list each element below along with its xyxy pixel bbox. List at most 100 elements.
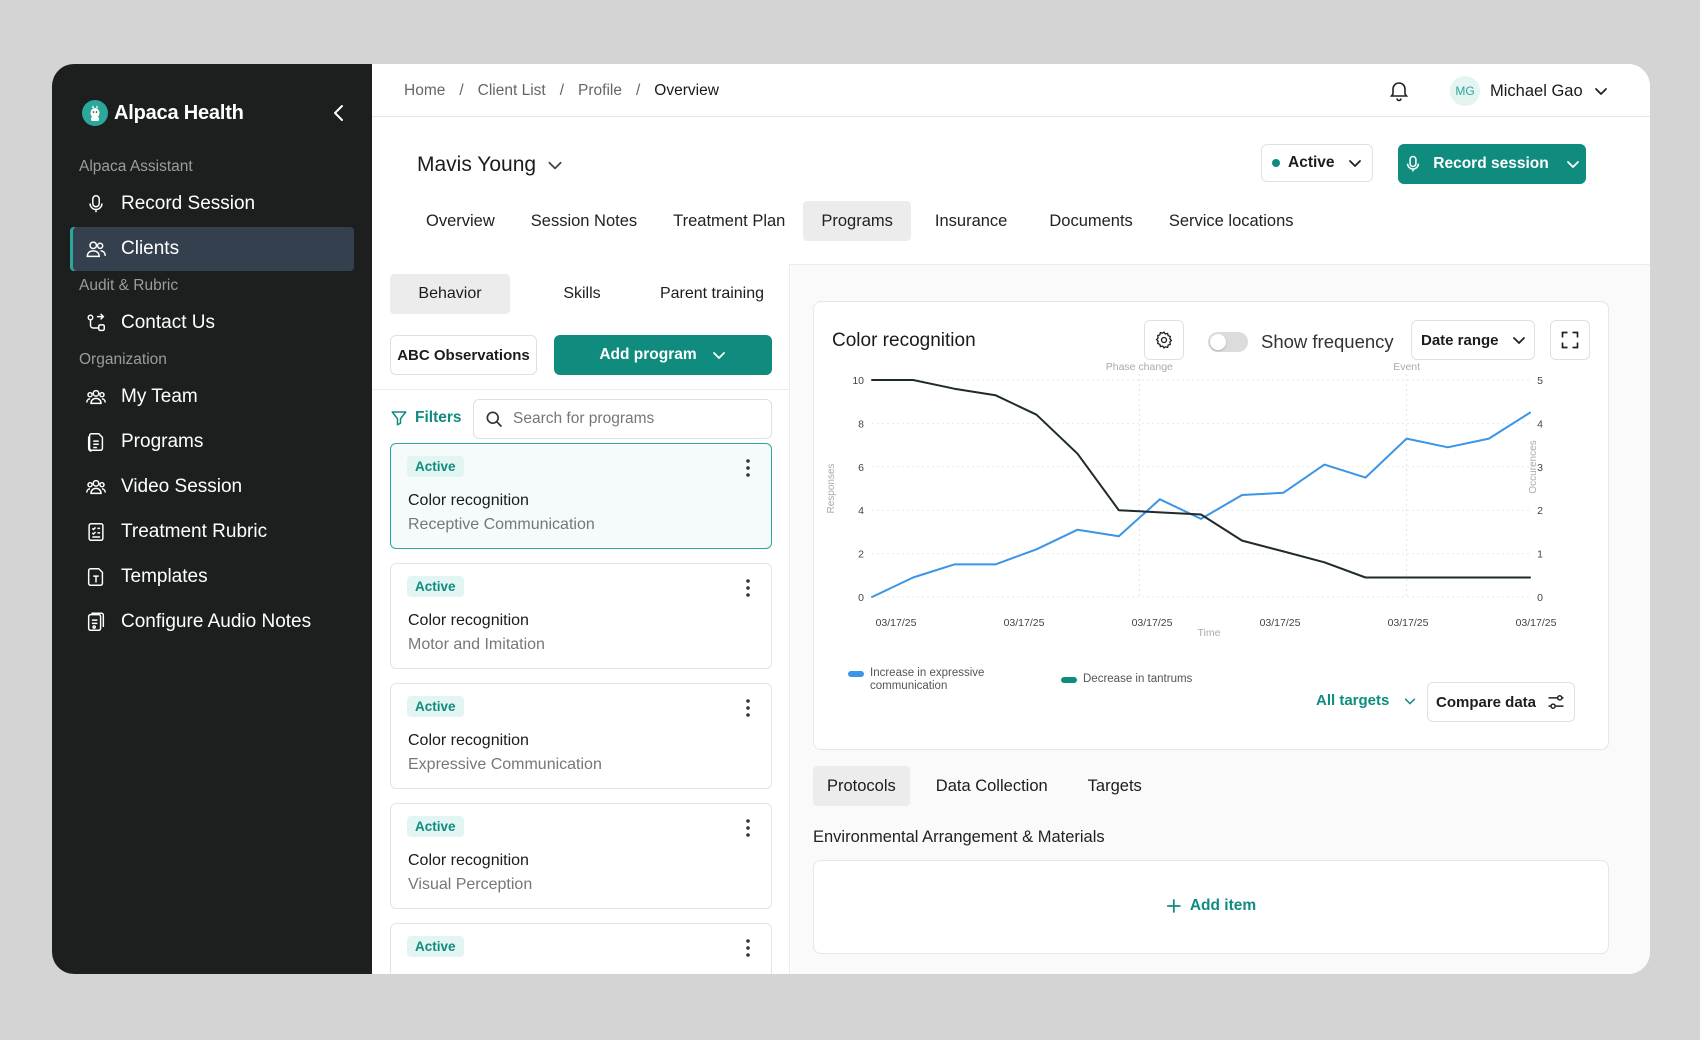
microphone-icon	[1407, 155, 1420, 172]
show-frequency-label: Show frequency	[1261, 331, 1394, 352]
search-input[interactable]	[513, 410, 753, 428]
more-options-icon[interactable]	[745, 578, 751, 598]
date-range-select[interactable]: Date range	[1411, 320, 1535, 360]
client-status-select[interactable]: Active	[1261, 144, 1373, 182]
y2-tick-label: 2	[1537, 505, 1543, 517]
sidebar-item-templates[interactable]: Templates	[70, 555, 354, 599]
sidebar-item-clients[interactable]: Clients	[70, 227, 354, 271]
chart-card: 0 2 4 6 8 10 0 1 2 3 4 5 Responses Occurences Time 03/1…	[813, 301, 1609, 750]
team-icon	[86, 479, 106, 495]
alpaca-logo-icon	[82, 100, 108, 126]
sidebar-item-configure-audio-notes[interactable]: Configure Audio Notes	[70, 600, 354, 644]
subtab-skills[interactable]: Skills	[563, 285, 601, 302]
show-frequency-toggle[interactable]	[1208, 332, 1248, 352]
x-tick-label: 03/17/25	[1388, 617, 1429, 629]
y-tick-label: 10	[852, 375, 864, 387]
series-line-1	[871, 411, 1531, 598]
brand[interactable]: Alpaca Health	[82, 100, 244, 126]
sidebar-item-video-session[interactable]: Video Session	[70, 465, 354, 509]
status-badge: Active	[407, 456, 464, 477]
program-card[interactable]: Active Color recognition Motor and Imita…	[390, 563, 772, 669]
breadcrumb-home[interactable]: Home	[404, 82, 446, 99]
sidebar-item-label: Programs	[121, 431, 204, 452]
sidebar-item-label: Contact Us	[121, 312, 215, 333]
tab-session-notes[interactable]: Session Notes	[530, 211, 638, 230]
y-tick-label: 8	[858, 418, 864, 430]
more-options-icon[interactable]	[745, 458, 751, 478]
more-options-icon[interactable]	[745, 938, 751, 958]
notifications-button[interactable]	[1387, 78, 1411, 102]
more-options-icon[interactable]	[745, 818, 751, 838]
breadcrumb-profile[interactable]: Profile	[578, 82, 622, 99]
audio-notes-icon	[87, 612, 105, 631]
program-title: Color recognition	[408, 852, 529, 869]
users-icon	[86, 241, 106, 258]
program-category: Expressive Communication	[408, 756, 602, 773]
collapse-sidebar-button[interactable]	[328, 102, 350, 124]
y-axis-label: Responses	[826, 463, 837, 513]
tab-insurance[interactable]: Insurance	[934, 211, 1008, 230]
filter-icon	[391, 411, 407, 426]
bell-icon	[1389, 82, 1409, 102]
document-icon	[87, 433, 104, 452]
subtab-behavior[interactable]: Behavior	[390, 274, 510, 314]
nav-section-organization: Organization	[79, 351, 167, 368]
sidebar-item-label: Configure Audio Notes	[121, 611, 312, 632]
sidebar-item-label: Clients	[121, 238, 180, 259]
checklist-icon	[88, 523, 104, 541]
x-axis-label: Time	[1198, 627, 1221, 639]
legend-item: Increase in expressive communication	[848, 667, 988, 693]
tab-targets[interactable]: Targets	[1087, 776, 1142, 795]
y2-tick-label: 0	[1537, 592, 1543, 604]
add-program-button[interactable]: Add program	[554, 335, 772, 375]
program-card[interactable]: Active Color recognition Visual Percepti…	[390, 803, 772, 909]
compare-data-label: Compare data	[1435, 693, 1537, 711]
add-item-label: Add item	[1189, 897, 1257, 914]
status-badge: Active	[407, 696, 464, 717]
filters-button[interactable]: Filters	[390, 409, 462, 427]
all-targets-select[interactable]: All targets	[1316, 692, 1417, 709]
legend-swatch	[1061, 677, 1077, 683]
tab-programs[interactable]: Programs	[803, 201, 911, 241]
sidebar-item-my-team[interactable]: My Team	[70, 375, 354, 419]
fullscreen-button[interactable]	[1550, 320, 1590, 360]
tab-treatment-plan[interactable]: Treatment Plan	[673, 211, 786, 230]
status-badge: Active	[407, 576, 464, 597]
tab-overview[interactable]: Overview	[426, 211, 495, 230]
contact-icon	[87, 313, 105, 332]
subtab-parent-training[interactable]: Parent training	[659, 285, 765, 302]
tab-documents[interactable]: Documents	[1049, 211, 1133, 230]
avatar: MG	[1450, 76, 1480, 106]
y2-tick-label: 1	[1537, 549, 1543, 561]
legend-label: Increase in expressive communication	[870, 667, 985, 692]
client-selector[interactable]: Mavis Young	[417, 153, 564, 177]
sidebar-item-contact-us[interactable]: Contact Us	[70, 301, 354, 345]
divider	[372, 389, 789, 390]
program-card[interactable]: Active Color recognition Receptive Commu…	[390, 443, 772, 549]
sidebar-item-treatment-rubric[interactable]: Treatment Rubric	[70, 510, 354, 554]
tab-service-locations[interactable]: Service locations	[1168, 211, 1294, 230]
compare-data-button[interactable]: Compare data	[1427, 682, 1575, 722]
sidebar-item-label: Templates	[121, 566, 208, 587]
sidebar-item-label: My Team	[121, 386, 198, 407]
program-card[interactable]: Active	[390, 923, 772, 974]
sidebar-item-programs[interactable]: Programs	[70, 420, 354, 464]
chart-settings-button[interactable]	[1144, 320, 1184, 360]
program-title: Color recognition	[408, 732, 529, 749]
add-item-button[interactable]: Add item	[1166, 897, 1256, 915]
abc-observations-button[interactable]: ABC Observations	[390, 335, 537, 375]
tab-data-collection[interactable]: Data Collection	[935, 776, 1048, 795]
status-dot	[1272, 159, 1280, 167]
x-tick-label: 03/17/25	[876, 617, 917, 629]
breadcrumb-client-list[interactable]: Client List	[477, 82, 546, 99]
tab-protocols[interactable]: Protocols	[813, 766, 910, 806]
sidebar-item-record-session[interactable]: Record Session	[70, 182, 354, 226]
more-options-icon[interactable]	[745, 698, 751, 718]
programs-panel: Behavior Skills Parent training ABC Obse…	[372, 264, 790, 974]
expand-icon	[1561, 331, 1579, 349]
record-session-button[interactable]: Record session	[1398, 144, 1586, 184]
program-card[interactable]: Active Color recognition Expressive Comm…	[390, 683, 772, 789]
client-name: Mavis Young	[417, 153, 537, 176]
breadcrumb-separator: /	[459, 82, 464, 99]
user-menu[interactable]: MG Michael Gao	[1450, 76, 1609, 106]
